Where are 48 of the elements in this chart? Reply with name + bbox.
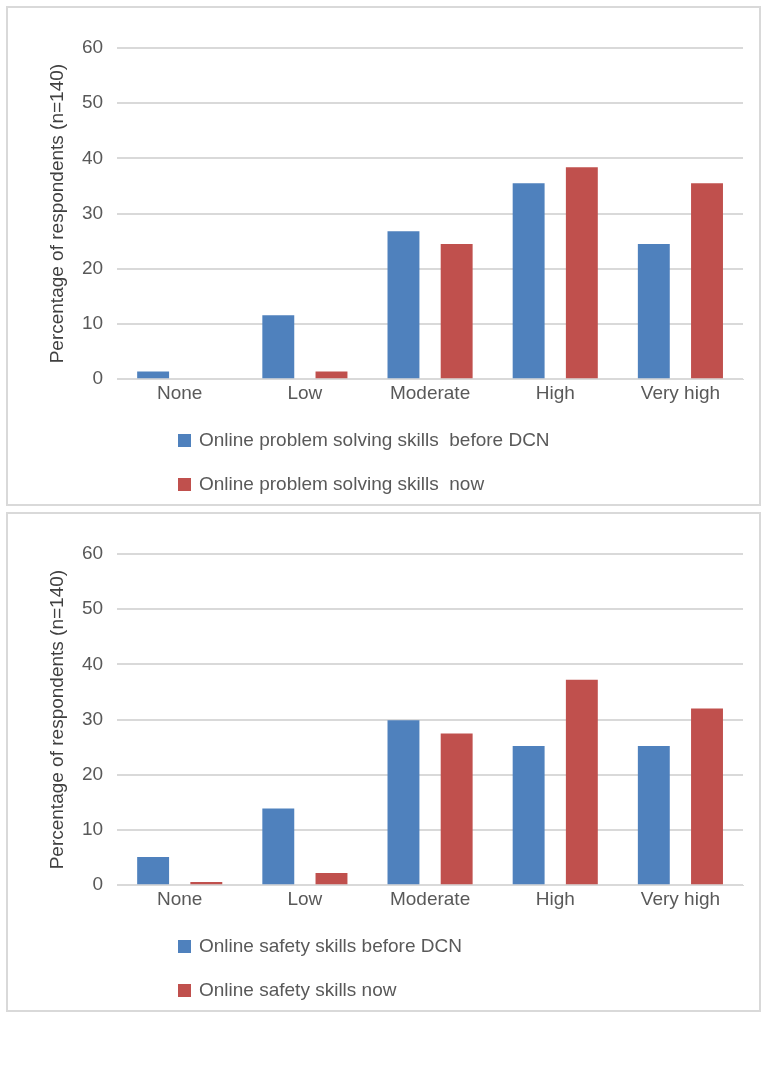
bar [387, 231, 420, 379]
y-tick-label: 30 [81, 201, 104, 223]
y-tick-label: 30 [81, 707, 104, 729]
bar [137, 857, 170, 885]
y-tick-label: 20 [81, 763, 104, 785]
x-tick-label: Moderate [389, 887, 471, 909]
y-tick-label: 40 [81, 146, 104, 168]
bar [565, 167, 598, 379]
bar [512, 183, 545, 379]
y-tick-label: 60 [81, 542, 104, 564]
bar [691, 708, 723, 885]
y-axis-title: Percentage of respondents (n=140) [46, 63, 68, 364]
y-axis-title: Percentage of respondents (n=140) [46, 569, 68, 870]
bar [137, 371, 170, 379]
x-tick-label: Very high [640, 887, 721, 909]
bar [440, 733, 473, 885]
y-tick-label: 10 [81, 312, 104, 334]
bar [565, 679, 598, 885]
bar [512, 746, 545, 885]
bar [262, 808, 295, 885]
bar [637, 746, 670, 885]
legend-label: Online safety skills now [199, 979, 397, 1001]
x-tick-label: High [535, 381, 575, 403]
y-tick-label: 0 [92, 367, 104, 389]
bar [637, 243, 670, 379]
bar [440, 243, 473, 379]
legend-label: Online problem solving skills now [199, 473, 485, 495]
y-tick-label: 50 [81, 597, 104, 619]
legend-label: Online safety skills before DCN [199, 935, 462, 957]
bar [315, 873, 348, 885]
x-tick-label: Moderate [389, 381, 471, 403]
legend-label: Online problem solving skills before DCN [199, 429, 550, 451]
bar [387, 720, 420, 885]
bar [315, 371, 348, 379]
y-tick-label: 50 [81, 91, 104, 113]
bar [691, 183, 723, 379]
x-tick-label: None [157, 381, 203, 403]
x-tick-label: Low [287, 381, 323, 403]
bar [262, 315, 295, 379]
y-tick-label: 20 [81, 257, 104, 279]
y-tick-label: 0 [92, 873, 104, 895]
x-tick-label: None [157, 887, 203, 909]
x-tick-label: High [535, 887, 575, 909]
x-tick-label: Very high [640, 381, 721, 403]
y-tick-label: 10 [81, 818, 104, 840]
y-tick-label: 60 [81, 36, 104, 58]
x-tick-label: Low [287, 887, 323, 909]
y-tick-label: 40 [81, 652, 104, 674]
